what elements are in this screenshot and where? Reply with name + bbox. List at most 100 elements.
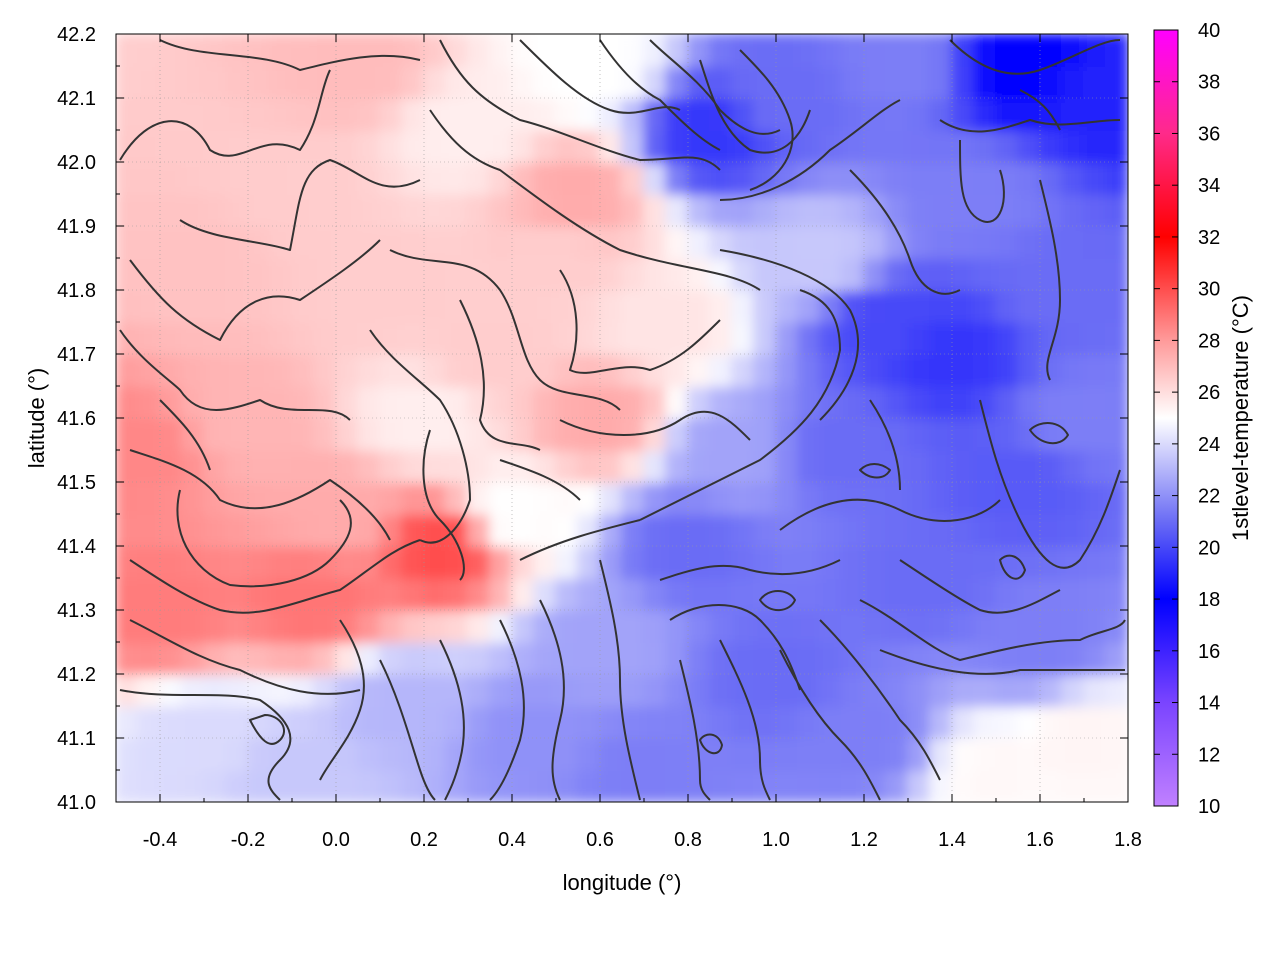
temperature-cell xyxy=(533,385,557,419)
colorbar-tick-label: 26 xyxy=(1198,382,1220,404)
temperature-cell xyxy=(1083,225,1107,259)
x-tick-label: 1.0 xyxy=(762,829,790,851)
temperature-cell xyxy=(841,34,865,67)
temperature-cell xyxy=(819,97,843,131)
temperature-cell xyxy=(643,481,667,515)
temperature-cell xyxy=(907,129,931,163)
temperature-cell xyxy=(313,737,337,771)
temperature-cell xyxy=(533,673,557,707)
temperature-cell xyxy=(533,97,557,131)
temperature-cell xyxy=(1061,705,1085,739)
temperature-cell xyxy=(313,161,337,195)
temperature-cell xyxy=(621,481,645,515)
temperature-cell xyxy=(907,321,931,355)
temperature-cell xyxy=(599,321,623,355)
temperature-cell xyxy=(445,449,469,483)
temperature-cell xyxy=(929,417,953,451)
temperature-cell xyxy=(401,545,425,579)
temperature-cell xyxy=(291,513,315,547)
temperature-cell xyxy=(489,225,513,259)
temperature-cell xyxy=(181,353,205,387)
temperature-cell xyxy=(137,289,161,323)
temperature-cell xyxy=(665,353,689,387)
contour-line xyxy=(429,109,761,291)
temperature-cell xyxy=(1017,673,1041,707)
temperature-cell xyxy=(1083,193,1107,227)
contour-line xyxy=(679,659,711,801)
temperature-cell xyxy=(533,609,557,643)
temperature-cell xyxy=(555,161,579,195)
temperature-cell xyxy=(291,737,315,771)
temperature-cell xyxy=(643,193,667,227)
colorbar-tick-label: 40 xyxy=(1198,20,1220,42)
temperature-cell xyxy=(225,34,249,67)
temperature-cell xyxy=(445,609,469,643)
temperature-cell xyxy=(116,353,139,387)
contour-line xyxy=(739,49,794,191)
temperature-cell xyxy=(929,673,953,707)
temperature-cell xyxy=(445,225,469,259)
temperature-cell xyxy=(1017,129,1041,163)
temperature-cell xyxy=(973,769,997,802)
temperature-cell xyxy=(159,225,183,259)
temperature-cell xyxy=(1105,737,1128,771)
temperature-cell xyxy=(555,449,579,483)
temperature-cell xyxy=(775,385,799,419)
temperature-cell xyxy=(621,449,645,483)
temperature-cell xyxy=(225,193,249,227)
temperature-cell xyxy=(116,257,139,291)
temperature-cell xyxy=(203,385,227,419)
temperature-cell xyxy=(841,609,865,643)
temperature-cell xyxy=(863,673,887,707)
temperature-cell xyxy=(225,321,249,355)
temperature-cell xyxy=(731,65,755,99)
temperature-cell xyxy=(203,481,227,515)
temperature-cell xyxy=(731,353,755,387)
temperature-cell xyxy=(907,449,931,483)
temperature-cell xyxy=(577,705,601,739)
temperature-cell xyxy=(511,385,535,419)
temperature-cell xyxy=(511,129,535,163)
temperature-cell xyxy=(181,385,205,419)
contour-line xyxy=(719,639,771,801)
temperature-cell xyxy=(841,193,865,227)
temperature-cell xyxy=(929,353,953,387)
temperature-cell xyxy=(291,34,315,67)
temperature-cell xyxy=(335,449,359,483)
temperature-cell xyxy=(225,129,249,163)
temperature-cell xyxy=(269,673,293,707)
temperature-cell xyxy=(489,481,513,515)
temperature-cell xyxy=(665,65,689,99)
temperature-cell xyxy=(555,257,579,291)
temperature-cell xyxy=(1083,97,1107,131)
temperature-cell xyxy=(1039,481,1063,515)
temperature-cell xyxy=(555,545,579,579)
temperature-cell xyxy=(467,769,491,802)
contour-line xyxy=(379,659,436,801)
y-tick-label: 41.8 xyxy=(57,280,96,302)
temperature-cell xyxy=(247,161,271,195)
temperature-cell xyxy=(841,225,865,259)
y-tick-label: 41.3 xyxy=(57,600,96,622)
temperature-cell xyxy=(775,577,799,611)
temperature-cell xyxy=(269,641,293,675)
temperature-cell xyxy=(907,417,931,451)
temperature-cell xyxy=(116,449,139,483)
contour-line xyxy=(519,39,681,114)
temperature-cell xyxy=(643,449,667,483)
contour-line xyxy=(489,619,525,801)
temperature-cell xyxy=(401,641,425,675)
temperature-cell xyxy=(137,321,161,355)
temperature-cell xyxy=(577,449,601,483)
temperature-cell xyxy=(401,129,425,163)
temperature-cell xyxy=(841,321,865,355)
temperature-cell xyxy=(159,321,183,355)
temperature-cell xyxy=(665,513,689,547)
temperature-cell xyxy=(225,65,249,99)
temperature-cell xyxy=(291,609,315,643)
temperature-cell xyxy=(401,321,425,355)
temperature-cell xyxy=(995,289,1019,323)
temperature-cell xyxy=(116,34,139,67)
temperature-cell xyxy=(863,705,887,739)
temperature-cell xyxy=(687,97,711,131)
